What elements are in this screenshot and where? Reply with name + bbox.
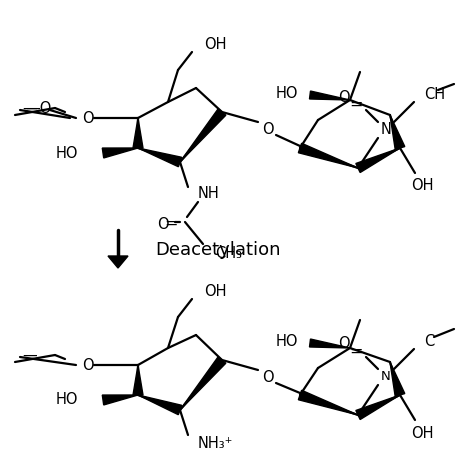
Polygon shape (108, 256, 128, 268)
Polygon shape (102, 148, 138, 158)
Text: —: — (23, 347, 37, 363)
Text: OH: OH (204, 283, 227, 299)
Text: CH₃: CH₃ (215, 246, 242, 262)
Polygon shape (310, 91, 350, 100)
Text: =: = (349, 97, 363, 111)
Polygon shape (298, 390, 358, 415)
Text: NH₃⁺: NH₃⁺ (198, 437, 233, 452)
Text: =: = (164, 216, 178, 230)
Polygon shape (138, 148, 182, 167)
Text: OH: OH (411, 179, 433, 193)
Text: =: = (349, 344, 363, 358)
Polygon shape (133, 365, 143, 395)
Polygon shape (180, 357, 226, 410)
Text: O: O (338, 337, 350, 352)
Polygon shape (390, 362, 405, 396)
Polygon shape (133, 118, 143, 148)
Text: O: O (82, 110, 94, 126)
Text: NH: NH (198, 186, 220, 201)
Text: O: O (262, 371, 274, 385)
Text: HO: HO (275, 85, 298, 100)
Polygon shape (390, 115, 405, 149)
Text: OH: OH (411, 426, 433, 440)
Text: O: O (338, 90, 350, 104)
Text: N: N (381, 371, 391, 383)
Text: HO: HO (55, 146, 78, 161)
Text: C: C (424, 334, 434, 348)
Text: CH: CH (424, 86, 445, 101)
Text: HO: HO (55, 392, 78, 408)
Polygon shape (102, 395, 138, 405)
Text: O: O (157, 217, 169, 231)
Text: HO: HO (275, 334, 298, 348)
Polygon shape (356, 395, 400, 419)
Polygon shape (180, 109, 226, 162)
Polygon shape (310, 339, 350, 348)
Text: N: N (381, 122, 392, 137)
Text: O: O (262, 122, 274, 137)
Text: —O: —O (25, 100, 51, 116)
Polygon shape (138, 395, 182, 415)
Text: —: — (23, 100, 37, 116)
Text: O: O (82, 357, 94, 373)
Text: OH: OH (204, 36, 227, 52)
Text: Deacetylation: Deacetylation (155, 241, 281, 259)
Polygon shape (356, 148, 400, 173)
Polygon shape (298, 143, 358, 168)
